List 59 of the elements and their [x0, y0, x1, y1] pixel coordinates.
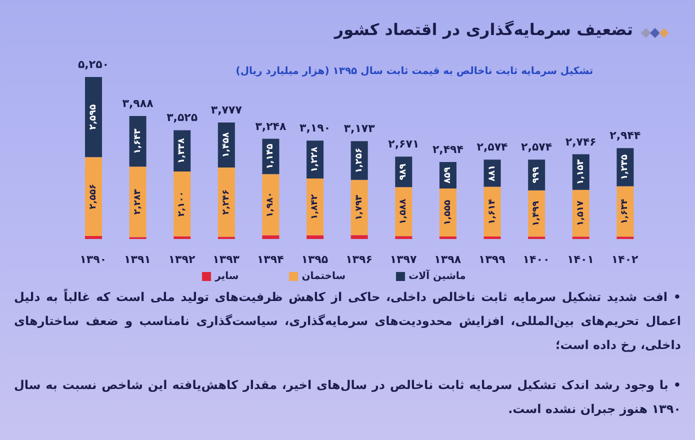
data-label: ۱,۲۵۶: [354, 148, 364, 174]
data-label: ۱,۷۹۳: [354, 194, 364, 220]
data-label: ۱,۵۸۸: [398, 198, 409, 224]
data-label: ۸۸۱: [487, 164, 498, 182]
legend-label: سایر: [215, 271, 239, 282]
data-label: ۱,۹۸۰: [266, 192, 276, 218]
x-tick-label: ۱۴۰۲: [611, 252, 639, 266]
x-tick-label: ۱۳۹۱: [124, 252, 151, 266]
legend-label: ماشین آلات: [408, 271, 466, 282]
total-label: ۲,۴۹۴: [432, 143, 464, 156]
total-label: ۲,۵۷۴: [476, 140, 508, 154]
data-label: ۱,۵۱۷: [576, 200, 586, 226]
data-label: ۱,۸۴۲: [310, 194, 320, 220]
x-tick-label: ۱۳۹۴: [256, 252, 284, 266]
total-label: ۳,۵۲۵: [166, 111, 198, 124]
data-label: ۱,۶۱۴: [487, 198, 498, 224]
text: • افت شدید تشکیل سرمایه ثابت ناخالص داخلی، حاکی از کاهش ظرفیت‌های تولید ملی است که غالباً به دلیل اعمال تحریم‌های بین‌المللی، افزایش محدودیت‌های سرمایه‌گذاری، سیاست‌گذاری نامناسب و ضعف ساختارهای داخلی، رخ داده است؛: [14, 288, 681, 354]
data-label: ۱,۶۳۴: [620, 198, 630, 224]
total-label: ۳,۱۹۰: [300, 122, 331, 135]
total-label: ۳,۲۴۸: [255, 120, 287, 133]
data-label: ۱,۵۵۵: [442, 199, 453, 226]
data-label: ۱,۲۲۸: [310, 146, 320, 172]
x-tick-label: ۱۴۰۰: [522, 252, 550, 266]
x-tick-label: ۱۳۹۶: [346, 252, 372, 266]
chart-subtitle: تشکیل سرمایه ثابت ناخالص به قیمت ثابت سال ۱۳۹۵ (هزار میلیارد ریال): [234, 66, 594, 77]
total-label: ۳,۹۸۸: [122, 96, 154, 110]
data-label: ۱,۴۵۸: [221, 132, 232, 158]
x-tick-label: ۱۴۰۱: [567, 252, 594, 266]
data-label: ۲,۵۹۵: [88, 104, 98, 130]
total-label: ۲,۵۷۴: [521, 140, 552, 154]
x-tick-label: ۱۳۹۵: [301, 252, 328, 266]
total-label: ۳,۷۷۷: [210, 103, 242, 116]
data-label: ۱,۴۹۹: [532, 200, 542, 226]
x-tick-label: ۱۳۹۹: [478, 252, 506, 266]
x-tick-label: ۱۳۹۷: [390, 252, 418, 266]
data-label: ۲,۱۰۰: [177, 191, 188, 217]
total-label: ۲,۹۴۴: [610, 129, 641, 142]
x-tick-label: ۱۳۹۰: [80, 252, 107, 266]
x-tick-label: ۱۳۹۲: [168, 252, 196, 266]
total-label: ۵,۲۵۰: [78, 58, 110, 71]
data-label: ۱,۱۴۵: [266, 143, 276, 170]
x-tick-label: ۱۳۹۳: [212, 252, 240, 266]
total-label: ۳,۱۷۳: [344, 122, 376, 136]
data-label: ۲,۵۵۶: [88, 184, 98, 210]
data-label: ۸۵۹: [442, 166, 453, 184]
data-label: ۱,۳۳۸: [177, 138, 188, 164]
total-label: ۲,۶۷۱: [388, 138, 420, 151]
data-label: ۲,۲۴۶: [221, 189, 232, 215]
total-label: ۲,۷۴۶: [565, 135, 596, 148]
legend-label: ساختمان: [302, 271, 346, 282]
chart-title: تضعیف سرمایه‌گذاری در اقتصاد کشور: [334, 20, 633, 39]
data-label: ۱,۲۳۵: [620, 154, 630, 180]
data-label: ۹۸۹: [398, 163, 409, 180]
x-tick-label: ۱۳۹۸: [434, 252, 462, 266]
data-label: ۲,۲۸۳: [132, 188, 143, 215]
text: • با وجود رشد اندک تشکیل سرمایه ثابت ناخالص در سال‌های اخیر، مقدار کاهش‌یافته این شاخص نسبت به سال ۱۳۹۰ هنوز جبران نشده است.: [14, 377, 681, 418]
data-label: ۱,۶۴۳: [132, 128, 143, 154]
data-label: ۹۹۹: [532, 166, 542, 184]
data-label: ۱,۱۵۳: [576, 158, 586, 185]
